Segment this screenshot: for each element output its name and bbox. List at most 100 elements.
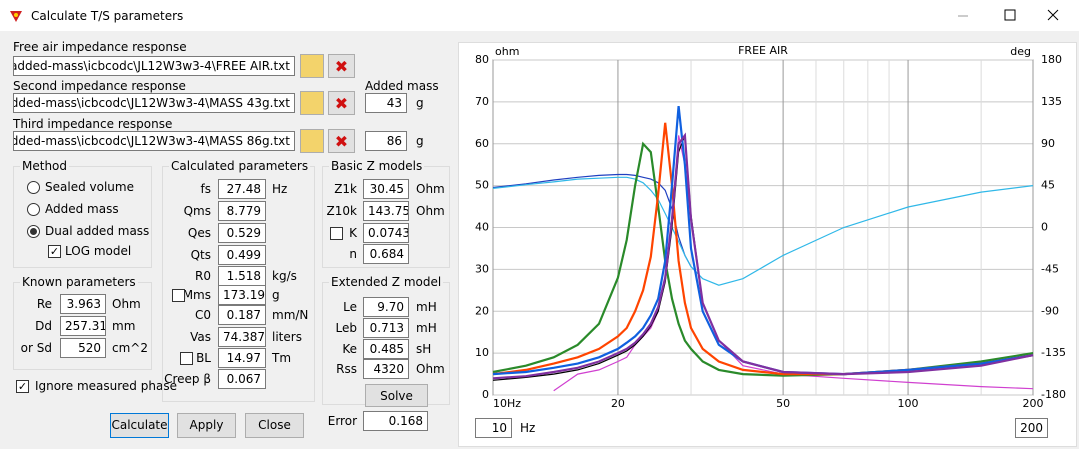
field-label: R0 bbox=[195, 269, 211, 283]
y2-tick-label: 90 bbox=[1041, 137, 1055, 150]
unit: mH bbox=[416, 321, 437, 335]
field-label: Qts bbox=[190, 248, 211, 262]
radio[interactable] bbox=[27, 225, 40, 238]
field-label: Z1k bbox=[334, 182, 357, 196]
checkbox-label[interactable]: Ignore measured phase bbox=[35, 379, 177, 393]
range-max-input[interactable]: 200 bbox=[1015, 418, 1048, 438]
y-tick-label: 70 bbox=[475, 95, 489, 108]
group-title: Method bbox=[20, 156, 70, 176]
y2-tick-label: 180 bbox=[1041, 53, 1062, 66]
field-label: Re bbox=[36, 297, 52, 311]
field-label: fs bbox=[200, 182, 211, 196]
y2-tick-label: 0 bbox=[1041, 221, 1048, 234]
group-title: Basic Z models bbox=[329, 156, 425, 176]
checkbox[interactable] bbox=[172, 289, 185, 302]
field-input: 74.3875 bbox=[218, 327, 266, 347]
field-input[interactable]: 520 bbox=[60, 338, 106, 358]
field-input: 9.70 bbox=[363, 297, 409, 317]
radio-label[interactable]: Added mass bbox=[45, 202, 119, 216]
button[interactable]: Close bbox=[245, 413, 304, 438]
radio-label[interactable]: Dual added mass bbox=[45, 224, 150, 238]
unit: g bbox=[416, 96, 424, 110]
field-input[interactable]: 3.963 bbox=[60, 294, 106, 314]
unit: kg/s bbox=[272, 269, 297, 283]
field-label: Vas bbox=[190, 330, 211, 344]
field-input: 173.194 bbox=[218, 285, 266, 305]
open-button[interactable] bbox=[300, 54, 324, 78]
button[interactable]: Calculate bbox=[110, 413, 169, 438]
field-label: C0 bbox=[194, 308, 211, 322]
file-path[interactable]: st\Dual-added-mass\icbcodc\JL12W3w3-4\MA… bbox=[13, 93, 295, 113]
checkbox[interactable] bbox=[180, 352, 193, 365]
remove-button[interactable]: ✖ bbox=[328, 91, 355, 115]
field-label: Error bbox=[327, 414, 357, 428]
checkbox[interactable] bbox=[330, 227, 343, 240]
remove-button[interactable]: ✖ bbox=[328, 54, 355, 78]
window-controls[interactable] bbox=[940, 0, 1079, 31]
y-tick-label: 20 bbox=[475, 304, 489, 317]
x-tick-label: 10Hz bbox=[493, 397, 521, 410]
y-tick-label: 50 bbox=[475, 179, 489, 192]
unit: Tm bbox=[272, 351, 292, 365]
window-title: Calculate T/S parameters bbox=[31, 9, 184, 23]
chart: FREE AIR ohm deg 0 10 20 30 40 50 60 70 80 -180 -135 -… bbox=[475, 44, 1066, 410]
y-axis-label: ohm bbox=[495, 45, 519, 58]
data-line bbox=[492, 122, 1034, 376]
unit: mH bbox=[416, 300, 437, 314]
y-tick-label: 80 bbox=[475, 53, 489, 66]
field-input: 0.529 bbox=[218, 223, 266, 243]
data-line bbox=[492, 141, 1034, 377]
field-input: 14.97 bbox=[218, 348, 266, 368]
unit: sH bbox=[416, 342, 432, 356]
radio[interactable] bbox=[27, 203, 40, 216]
field-input: 0.067 bbox=[218, 369, 266, 389]
file-path[interactable]: st\Dual-added-mass\icbcodc\JL12W3w3-4\FR… bbox=[13, 56, 295, 76]
field-label: Ke bbox=[342, 342, 357, 356]
button[interactable]: Apply bbox=[177, 413, 236, 438]
app-icon bbox=[10, 11, 22, 22]
y2-tick-label: -135 bbox=[1041, 346, 1066, 359]
unit: Ohm bbox=[416, 182, 445, 196]
file-path[interactable]: st\Dual-added-mass\icbcodc\JL12W3w3-4\MA… bbox=[13, 131, 295, 151]
remove-button[interactable]: ✖ bbox=[328, 129, 355, 153]
added-mass-input[interactable]: 86 bbox=[365, 131, 407, 151]
radio[interactable] bbox=[27, 181, 40, 194]
file-label: Free air impedance response bbox=[13, 40, 187, 54]
checkbox[interactable]: ✓ bbox=[16, 380, 29, 393]
y2-tick-label: -90 bbox=[1041, 304, 1059, 317]
field-label: Qes bbox=[187, 226, 211, 240]
range-min-input[interactable]: 10 bbox=[475, 418, 512, 438]
field-input: 0.499 bbox=[218, 245, 266, 265]
checkbox[interactable]: ✓ bbox=[48, 245, 61, 258]
file-label: Third impedance response bbox=[13, 117, 173, 131]
field-label: n bbox=[349, 247, 357, 261]
field-input: 30.45 bbox=[363, 179, 409, 199]
unit: g bbox=[272, 288, 280, 302]
y-tick-label: 60 bbox=[475, 137, 489, 150]
y-tick-label: 10 bbox=[475, 346, 489, 359]
field-input: 0.713 bbox=[363, 318, 409, 338]
unit: Hz bbox=[272, 182, 288, 196]
y-tick-label: 0 bbox=[482, 388, 489, 401]
field-input: 27.48 bbox=[218, 179, 266, 199]
field-label: Mms bbox=[182, 288, 211, 302]
added-mass-input[interactable]: 43 bbox=[365, 93, 407, 113]
field-label: Rss bbox=[336, 362, 357, 376]
x-tick-label: 20 bbox=[611, 397, 625, 410]
open-button[interactable] bbox=[300, 129, 324, 153]
open-button[interactable] bbox=[300, 91, 324, 115]
unit: mm bbox=[112, 319, 136, 333]
radio-label[interactable]: Sealed volume bbox=[45, 180, 134, 194]
y-tick-label: 40 bbox=[475, 221, 489, 234]
y-tick-label: 30 bbox=[475, 262, 489, 275]
unit: Ohm bbox=[416, 362, 445, 376]
y2-axis-label: deg bbox=[1010, 45, 1031, 58]
field-input: 143.75 bbox=[363, 201, 409, 221]
solve-button[interactable]: Solve bbox=[365, 384, 428, 407]
unit: g bbox=[416, 134, 424, 148]
checkbox-label[interactable]: LOG model bbox=[65, 244, 132, 258]
y2-tick-label: 45 bbox=[1041, 179, 1055, 192]
field-input[interactable]: 257.31 bbox=[60, 316, 106, 336]
file-label: Second impedance response bbox=[13, 79, 186, 93]
